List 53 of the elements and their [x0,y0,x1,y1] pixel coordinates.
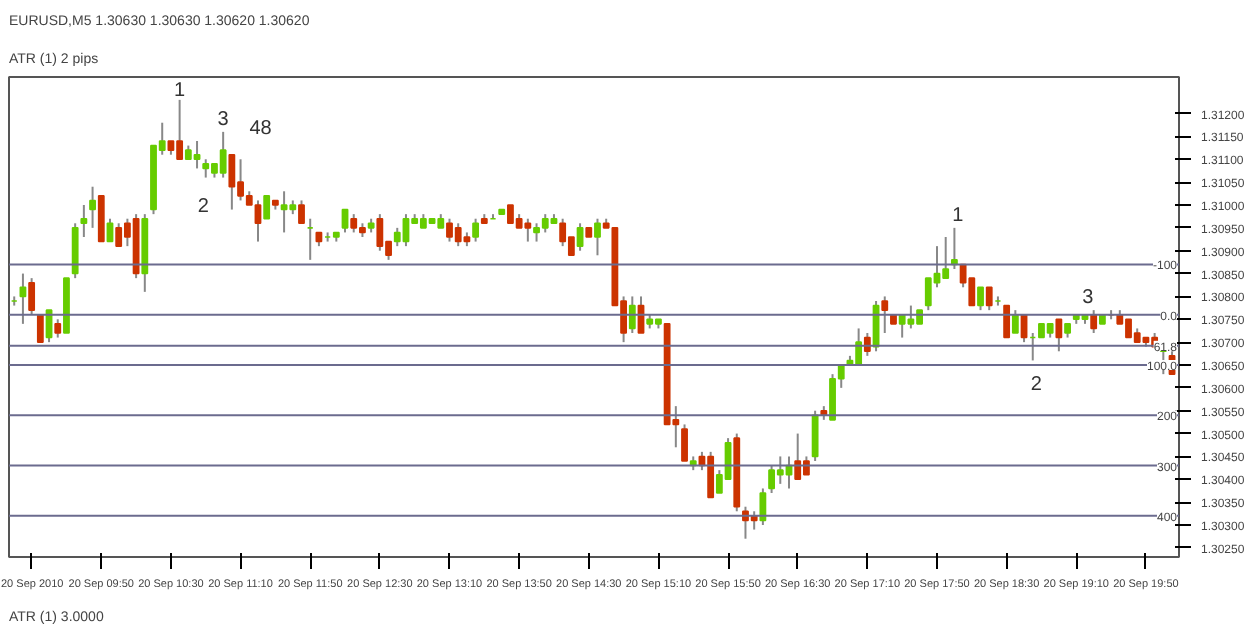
candlestick [1003,304,1011,339]
annotation: 3 [1082,287,1095,310]
candlestick [202,158,210,179]
candlestick [254,199,262,243]
candlestick [541,213,549,234]
annotation: 1 [174,79,187,102]
candlestick [594,217,601,257]
candlestick [36,313,44,343]
candlestick [106,217,114,243]
candlestick [54,318,62,339]
candlestick [341,208,349,234]
candlestick [28,277,36,316]
candlestick [89,185,96,229]
candlestick [759,487,767,526]
candlestick [811,409,819,462]
candlestick [1055,318,1063,353]
candlestick [19,272,27,325]
annotation: 2 [197,196,210,219]
candlestick [472,217,480,243]
candlestick [559,217,567,248]
candlestick [176,98,184,161]
candlestick [263,195,271,220]
candlestick [97,195,105,243]
candlestick [524,217,532,243]
candlestick [576,222,584,252]
candlestick [193,140,201,170]
candlestick [80,204,88,238]
annotation: 1 [952,205,965,228]
candlestick [454,222,462,248]
annotation: 48 [249,118,273,141]
candlestick [393,226,401,248]
candlestick [628,295,636,334]
candlestick [280,190,288,234]
candlestick [298,199,305,225]
candlestick [794,432,802,481]
candlestick [1011,309,1019,334]
candlestick [71,222,79,280]
candlestick [881,295,889,334]
candlestick [350,213,358,234]
candlestick [115,222,123,248]
candlestick [985,286,993,312]
annotation: 2 [1030,374,1043,397]
candlestick [776,455,784,485]
candlestick [707,450,715,499]
candlestick [942,236,950,280]
candlestick [977,286,984,312]
annotation: 3 [217,109,230,132]
candlestick [907,304,915,330]
candlestick [376,213,384,252]
candlestick [924,277,932,312]
candlestick [681,423,688,462]
candlestick [228,153,236,211]
candlestick [219,130,227,179]
